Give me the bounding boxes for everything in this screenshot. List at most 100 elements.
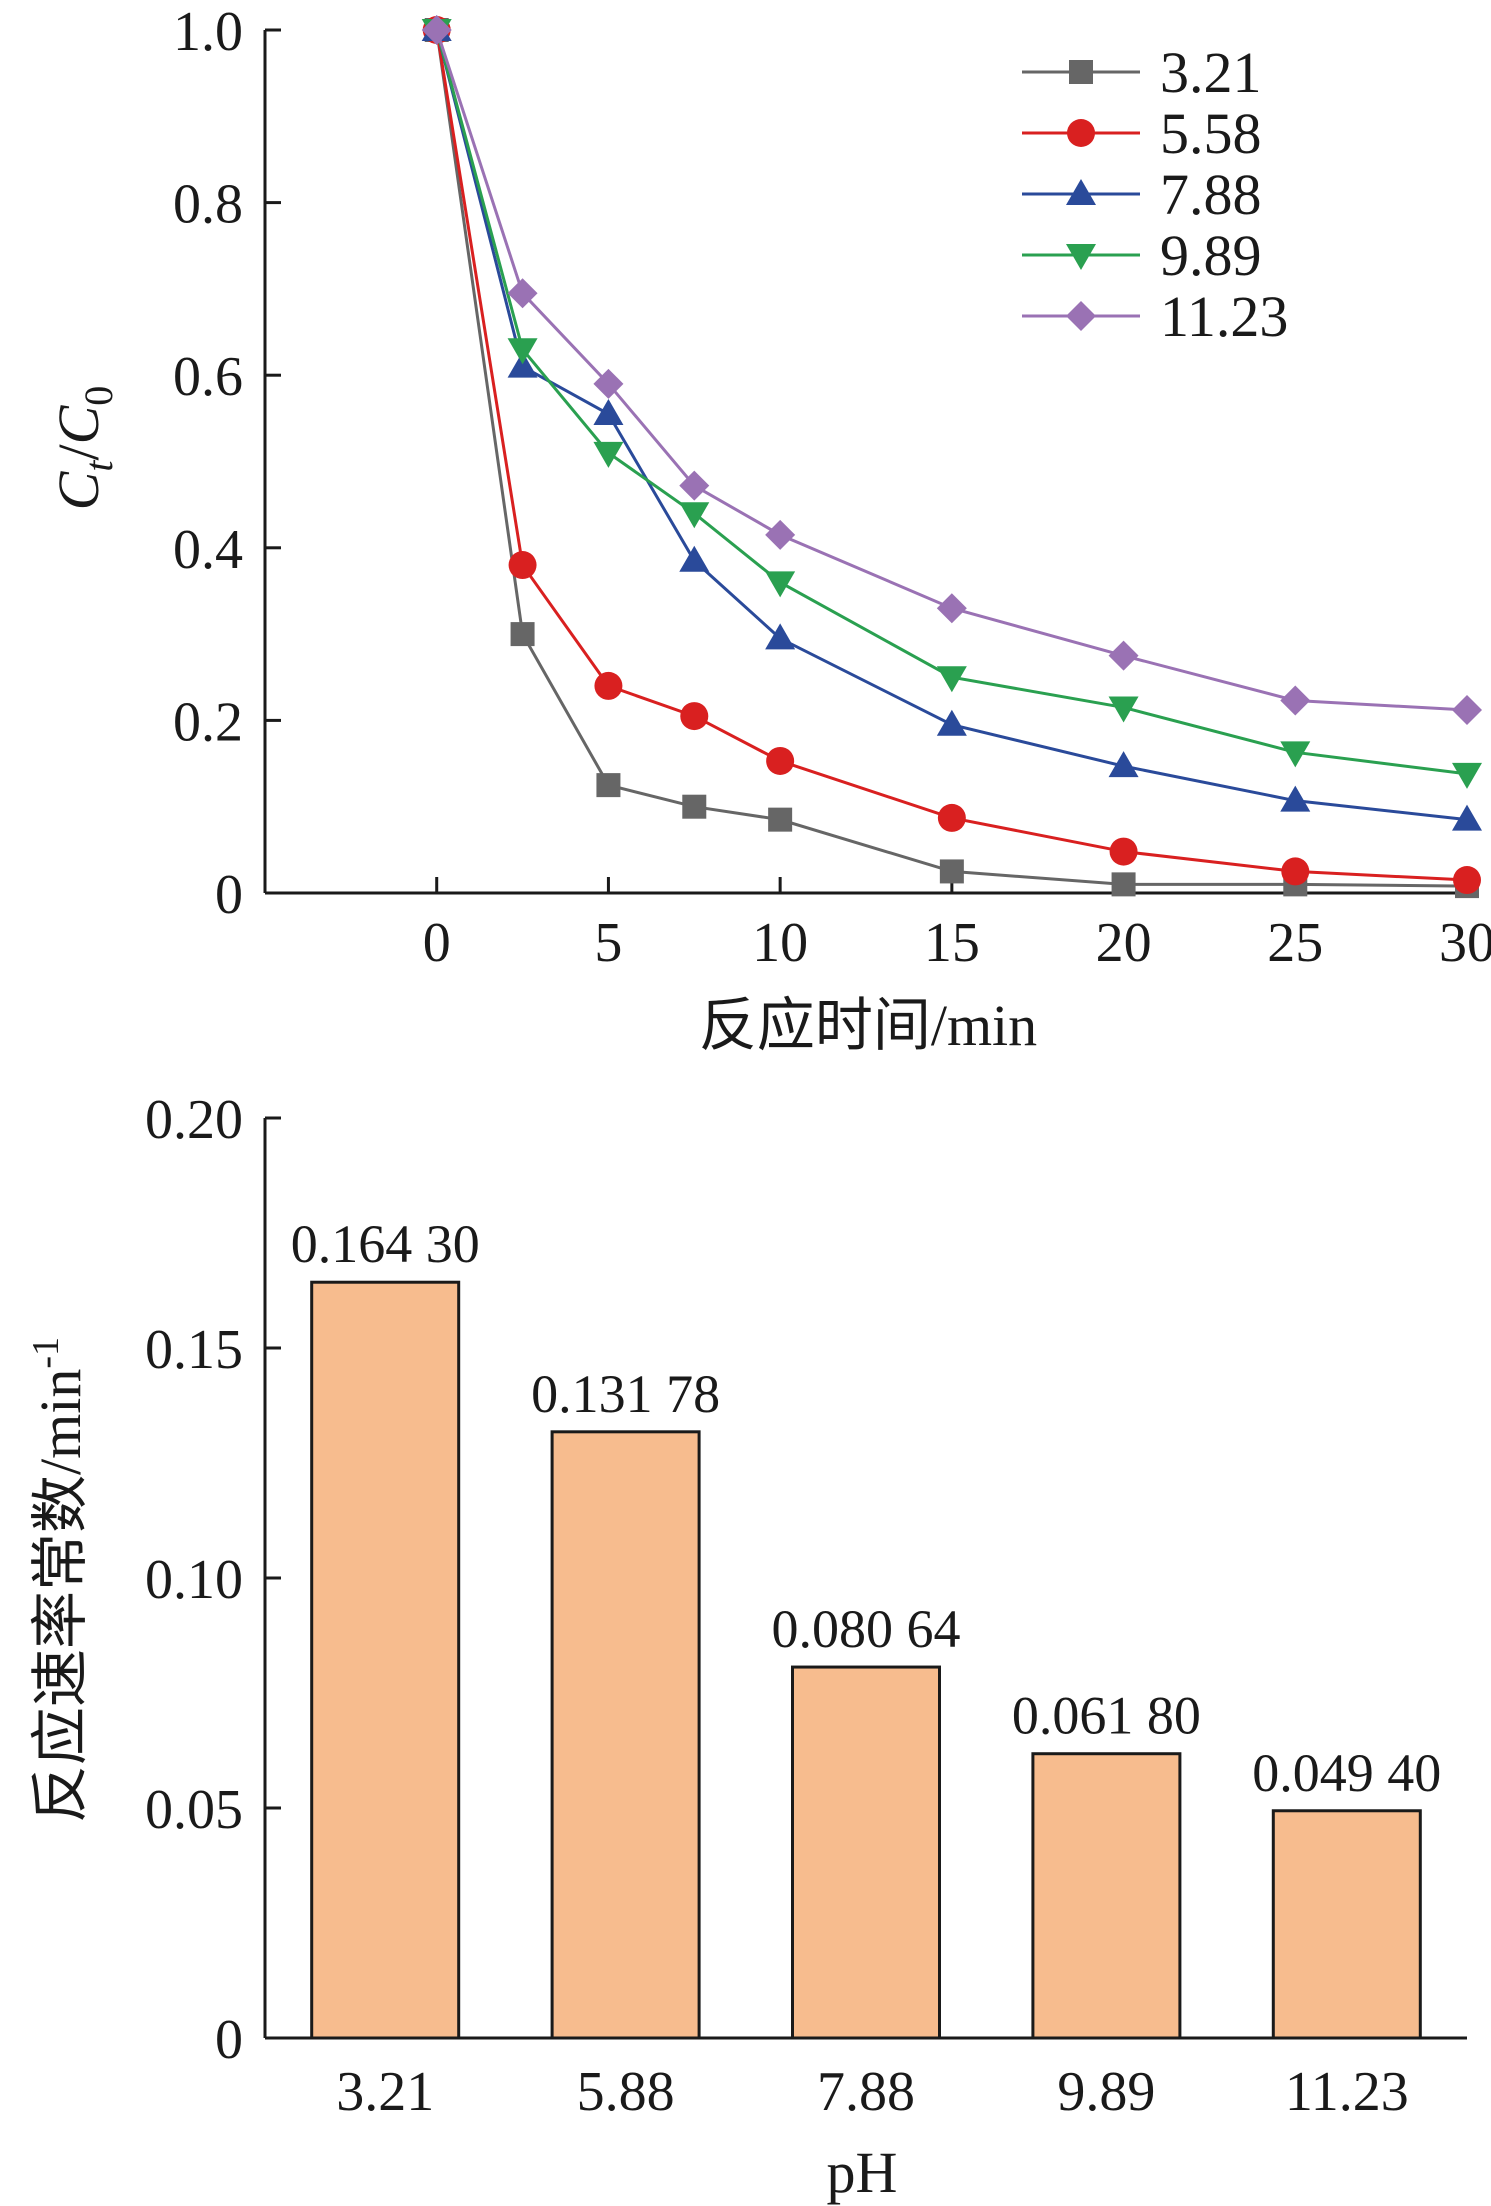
data-point [682,794,707,819]
bar [550,1430,701,2040]
data-point [936,593,967,624]
data-point [679,502,710,529]
data-point [766,746,795,775]
data-point [765,519,796,550]
data-point [1111,872,1136,897]
series-3.21 [424,18,1479,899]
legend-label: 9.89 [1160,223,1262,288]
data-point [507,278,538,309]
data-point [593,368,624,399]
line-chart-x-tick-label: 10 [752,912,808,974]
bar-chart-x-axis-title: pH [827,2140,898,2205]
legend-item: 11.23 [1022,284,1288,349]
line-chart-x-tick-label: 30 [1439,912,1491,974]
data-point [680,702,709,731]
legend-label: 3.21 [1160,40,1262,105]
bar-value-label: 0.080 64 [772,1599,961,1659]
data-point [510,622,535,647]
line-chart-y-tick-label: 0 [215,864,243,926]
series-7.88 [421,15,1482,831]
line-chart-series [421,15,1482,899]
bar-chart-y-tick-label: 0.15 [145,1319,243,1381]
line-chart-x-tick-label: 0 [423,912,451,974]
data-point [1281,857,1310,886]
bar-value-label: 0.061 80 [1012,1686,1201,1746]
data-point [1280,785,1311,812]
data-point [765,571,796,598]
line-chart-axes: 0 0.2 0.4 0.6 0.8 1.0 0 5 10 15 20 25 30 [173,1,1491,974]
line-chart-y-tick-label: 0.4 [173,519,243,581]
data-point [1108,751,1139,778]
bar-chart-y-tick-label: 0.20 [145,1089,243,1151]
legend-marker [1067,119,1095,147]
legend-item: 5.58 [1022,101,1262,166]
data-point [939,859,964,884]
data-point [936,709,967,736]
bar [1271,1809,1422,2040]
line-chart-y-axis-title: Ct/C0 [46,386,121,511]
bar-chart-y-tick-label: 0.10 [145,1549,243,1611]
line-chart-x-tick-label: 5 [594,912,622,974]
bar [791,1665,941,2040]
data-point [1108,696,1139,723]
bar-chart-x-tick-label: 9.89 [1057,2061,1155,2123]
bar-chart-x-tick-label: 5.88 [577,2061,675,2123]
legend-label: 11.23 [1160,284,1288,349]
legend-label: 5.58 [1160,101,1262,166]
data-point [768,807,793,832]
data-point [507,338,538,365]
bar-chart-y-tick-label: 0 [215,2009,243,2071]
legend-marker [1066,244,1096,270]
data-point [765,623,796,650]
line-chart-x-tick-label: 15 [924,912,980,974]
legend-marker [1069,60,1093,84]
series-line [435,29,1468,888]
bar-chart-x-tick-label: 3.21 [336,2061,434,2123]
series-5.58 [422,16,1481,895]
data-point [679,545,710,572]
data-point [679,470,710,501]
line-chart-x-axis-title: 反应时间/min [699,993,1037,1058]
line-chart: 0 0.2 0.4 0.6 0.8 1.0 0 5 10 15 20 25 30 3.215.587.8… [46,1,1491,1058]
data-point [508,551,537,580]
data-point [1109,837,1138,866]
data-point [937,803,966,832]
bar-value-label: 0.131 78 [531,1364,720,1424]
data-point [1453,866,1481,895]
data-point [421,15,452,45]
bar-value-label: 0.164 30 [291,1214,480,1274]
bar-chart-x-tick-label: 7.88 [817,2061,915,2123]
bar-value-label: 0.049 40 [1252,1743,1441,1803]
legend-item: 7.88 [1022,162,1262,227]
bar-chart-axes: 0 0.05 0.10 0.15 0.20 3.21 5.88 7.88 9.89 11.23 [145,1089,1467,2123]
data-point [593,441,624,468]
legend-item: 3.21 [1022,40,1262,105]
bar [310,1280,461,2040]
bar-chart: 0 0.05 0.10 0.15 0.20 3.21 5.88 7.88 9.89 11.23 0… [25,1089,1467,2205]
series-11.23 [421,15,1482,726]
bar-chart-bars: 0.164 30 0.131 78 0.080 64 0.061 80 0.049 40 [291,1214,1441,2040]
series-9.89 [421,19,1482,789]
bar-chart-y-tick-label: 0.05 [145,1779,243,1841]
bar-chart-y-axis-title: 反应速率常数/min-1 [25,1337,93,1823]
data-point [1452,695,1482,726]
bar-chart-x-tick-label: 11.23 [1285,2061,1409,2123]
line-chart-y-tick-label: 0.2 [173,691,243,753]
legend-label: 7.88 [1160,162,1262,227]
legend-item: 9.89 [1022,223,1262,288]
line-chart-y-tick-label: 0.6 [173,346,243,408]
data-point [1452,762,1482,789]
data-point [1280,685,1311,716]
line-chart-x-tick-label: 20 [1096,912,1152,974]
line-chart-y-tick-label: 0.8 [173,174,243,236]
data-point [596,773,621,798]
data-point [593,399,624,426]
legend-marker [1066,301,1096,331]
data-point [936,666,967,693]
data-point [1452,804,1482,831]
bar [1031,1752,1182,2040]
legend-marker [1066,179,1096,205]
data-point [1108,640,1139,671]
